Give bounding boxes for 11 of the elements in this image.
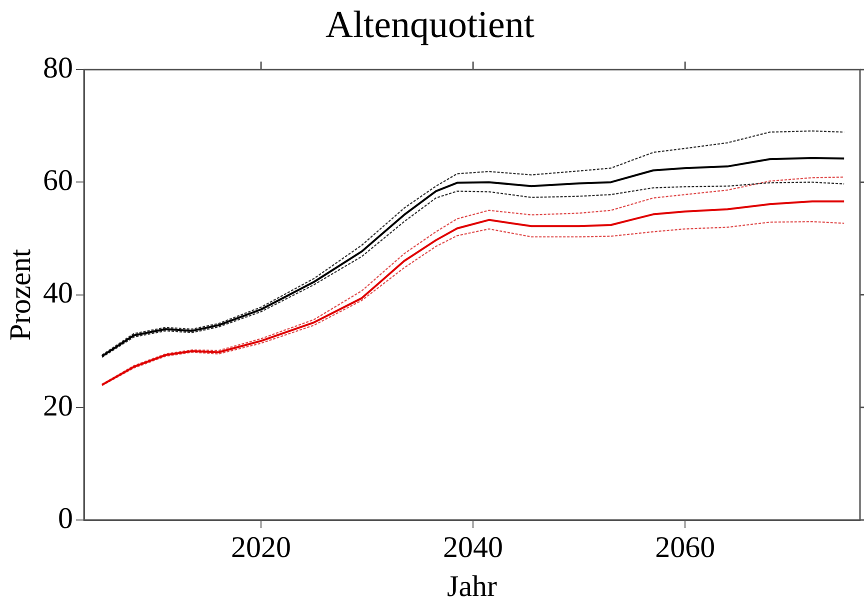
x-tick-label: 2040: [443, 530, 504, 564]
y-tick-label: 0: [58, 502, 73, 535]
y-tick-label: 40: [43, 276, 73, 310]
y-tick-label: 60: [43, 164, 73, 198]
x-tick-label: 2060: [655, 530, 716, 564]
y-axis-title: Prozent: [4, 248, 37, 341]
x-axis-title: Jahr: [447, 570, 497, 603]
x-tick-label: 2020: [231, 530, 292, 564]
y-tick-label: 20: [43, 389, 73, 422]
chart-title: Altenquotient: [326, 4, 535, 46]
y-tick-label: 80: [43, 51, 73, 84]
